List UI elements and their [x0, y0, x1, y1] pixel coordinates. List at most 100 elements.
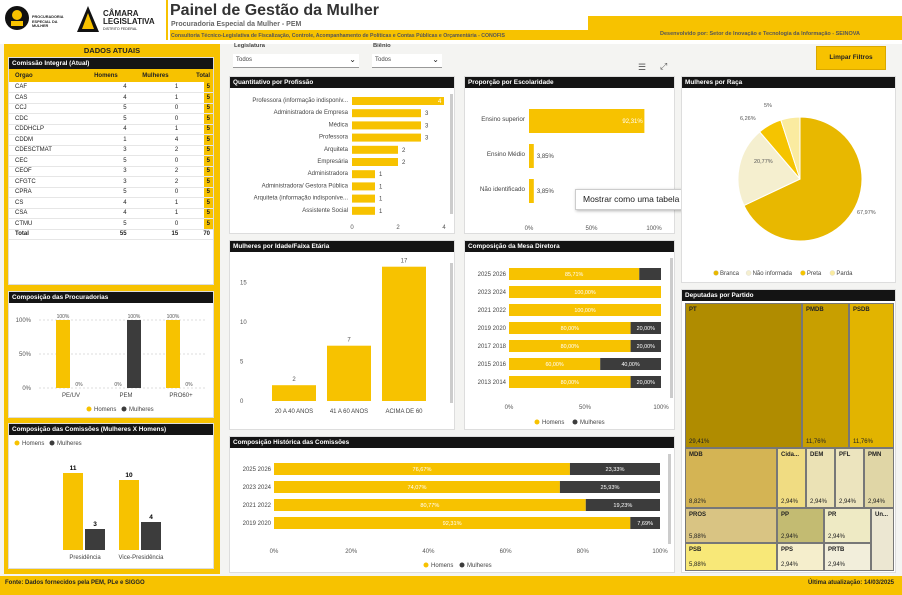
category-label: Não identificado	[480, 186, 526, 193]
table-cell: 70	[203, 231, 210, 238]
partido-treemap: PT 29,41% PMDB 11,76% PSDB 11,76% MDB 8,82% Cida…	[685, 303, 894, 571]
bar	[352, 145, 398, 154]
treemap-cell[interactable]: PMN 2,94%	[864, 448, 894, 508]
table-row[interactable]: CS 4 1 5	[9, 197, 213, 208]
treemap-cell-value: 2,94%	[868, 499, 886, 505]
data-label: 40,00%	[621, 362, 639, 368]
category-label: ACIMA DE 60	[385, 409, 423, 415]
treemap-cell[interactable]: PT 29,41%	[685, 303, 802, 448]
idade-title: Mulheres por Idade/Faixa Etária	[230, 241, 454, 252]
data-label: 100,00%	[574, 290, 595, 296]
table-total-row[interactable]: Total 55 15 70	[9, 229, 213, 240]
category-label: 2013 2014	[478, 380, 507, 386]
table-cell: 3	[82, 176, 130, 187]
col-homens[interactable]: Homens	[94, 72, 118, 79]
data-label: 1	[379, 184, 383, 190]
table-row[interactable]: CFGTC 3 2 5	[9, 176, 213, 187]
table-cell: CTMU	[15, 220, 33, 227]
table-row[interactable]: CCJ 5 0 5	[9, 103, 213, 114]
bar	[529, 179, 534, 203]
treemap-cell-value: 5,88%	[689, 562, 707, 568]
filter-icon[interactable]: ☰	[638, 62, 647, 72]
table-cell: 1	[129, 82, 182, 93]
cldf-logo-icon	[77, 6, 99, 32]
table-row[interactable]: CTMU 5 0 5	[9, 218, 213, 229]
table-cell: 5	[181, 187, 213, 198]
bar	[352, 121, 421, 130]
focus-mode-icon[interactable]: ⤢	[660, 61, 668, 71]
treemap-cell[interactable]: PP 2,94%	[777, 508, 824, 543]
data-label: 2	[292, 377, 296, 383]
table-cell: 4	[82, 208, 130, 219]
table-cell: 0	[129, 187, 182, 198]
treemap-cell[interactable]: PRTB 2,94%	[824, 543, 871, 571]
treemap-cell-value: 2,94%	[839, 499, 857, 505]
page-title: Painel de Gestão da Mulher	[170, 2, 379, 19]
treemap-cell[interactable]: Cida... 2,94%	[777, 448, 806, 508]
treemap-cell-value: 11,76%	[853, 439, 873, 445]
legend-label: Não informada	[753, 271, 793, 277]
table-row[interactable]: CDC 5 0 5	[9, 113, 213, 124]
col-total[interactable]: Total	[196, 72, 210, 79]
bar-mulheres	[141, 522, 161, 550]
category-label: Ensino superior	[481, 116, 525, 123]
treemap-cell[interactable]: Un...	[871, 508, 894, 571]
table-row[interactable]: CDDHCLP 4 1 5	[9, 124, 213, 135]
table-row[interactable]: CDESCTMAT 3 2 5	[9, 145, 213, 156]
logo-pem: PROCURADORIA ESPECIAL DA MULHER	[4, 5, 66, 37]
treemap-cell[interactable]: DEM 2,94%	[806, 448, 835, 508]
table-cell: CDDM	[15, 136, 33, 143]
table-cell: CDDHCLP	[15, 126, 45, 133]
xtick-label: 100%	[653, 405, 669, 411]
treemap-cell[interactable]: PSB 5,88%	[685, 543, 777, 571]
comissoes-mh-card: Composição das Comissões (Mulheres X Hom…	[8, 423, 214, 569]
legend-marker	[800, 270, 806, 276]
treemap-cell[interactable]: PROS 5,88%	[685, 508, 777, 543]
bienio-dropdown[interactable]: Todos ⌄	[372, 54, 442, 68]
cldf-line2: LEGISLATIVA	[103, 17, 155, 26]
legislatura-dropdown[interactable]: Todos ⌄	[233, 54, 359, 68]
table-cell: 5	[82, 218, 130, 229]
data-label: 19,23%	[613, 503, 632, 509]
category-label: Vice-Presidência	[119, 555, 165, 561]
col-mulheres[interactable]: Mulheres	[142, 72, 169, 79]
treemap-cell-label: Un...	[875, 512, 888, 518]
procuradorias-chart: 100% 50% 0% 100% 0% PE/UV 0% 100% PEM 100% 0% PRO60…	[16, 314, 207, 413]
table-cell: CPRA	[15, 189, 32, 196]
table-row[interactable]: CAS 4 1 5	[9, 92, 213, 103]
table-row[interactable]: CEC 5 0 5	[9, 155, 213, 166]
table-cell: 5	[181, 166, 213, 177]
treemap-cell[interactable]: PR 2,94%	[824, 508, 871, 543]
treemap-cell[interactable]: PSDB 11,76%	[849, 303, 894, 448]
escolaridade-card: Proporção por Escolaridade Ensino superi…	[464, 76, 675, 234]
bar	[352, 97, 444, 105]
bar	[272, 385, 316, 401]
table-row[interactable]: CEOF 3 2 5	[9, 166, 213, 177]
treemap-cell[interactable]: PPS 2,94%	[777, 543, 824, 571]
table-row[interactable]: CPRA 5 0 5	[9, 187, 213, 198]
col-orgao[interactable]: Orgao	[15, 72, 33, 79]
legend-label: Mulheres	[580, 420, 605, 426]
table-cell: 5	[82, 155, 130, 166]
clear-filters-button[interactable]: Limpar Filtros	[816, 46, 886, 70]
mesa-title: Composição da Mesa Diretora	[465, 241, 674, 252]
treemap-cell-label: PROS	[689, 512, 707, 518]
table-body: CAF 4 1 5 CAS 4 1 5 CCJ 5 0 5 CDC 5 0 5 CDDHCLP 4 1 5 CDDM 1 4…	[9, 82, 213, 240]
table-cell: CDESCTMAT	[15, 147, 52, 154]
treemap-cell-value: 11,76%	[806, 439, 826, 445]
bar-homens	[509, 376, 631, 388]
legislatura-label: Legislatura	[234, 43, 265, 49]
table-row[interactable]: CAF 4 1 5	[9, 82, 213, 93]
treemap-cell[interactable]: MDB 8,82%	[685, 448, 777, 508]
legislatura-value: Todos	[236, 57, 253, 63]
raca-card: Mulheres por Raça 67,97% 20,77% 6,26% 5% Bra…	[681, 76, 896, 283]
treemap-cell[interactable]: PMDB 11,76%	[802, 303, 849, 448]
table-cell: 0	[129, 155, 182, 166]
table-row[interactable]: CDDM 1 4 5	[9, 134, 213, 145]
data-label: 11	[70, 465, 77, 472]
data-label: 92,31%	[443, 521, 462, 527]
data-label: 80,77%	[420, 503, 439, 509]
header-strip	[170, 30, 902, 40]
table-row[interactable]: CSA 4 1 5	[9, 208, 213, 219]
treemap-cell[interactable]: PFL 2,94%	[835, 448, 864, 508]
